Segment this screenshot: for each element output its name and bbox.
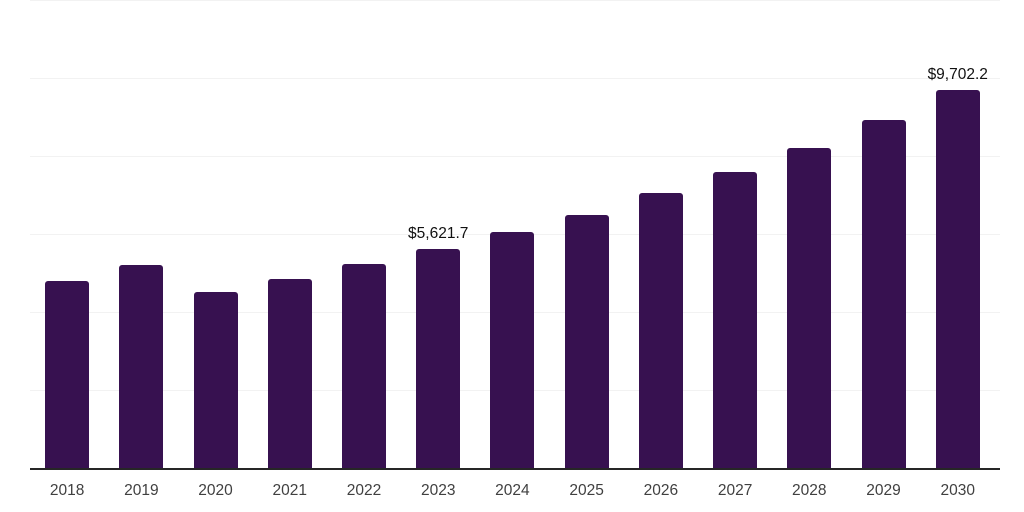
bar-slot-2027 [698,0,772,468]
x-tick-label-2022: 2022 [346,482,382,499]
bar-2026[interactable] [638,193,683,468]
x-axis-line [30,468,1000,470]
x-tick-label-2024: 2024 [495,482,530,499]
x-tick-label-2030: 2030 [940,482,975,499]
bar-slot-2021 [253,0,327,468]
x-tick-label-2019: 2019 [124,482,159,499]
x-tick-label-2029: 2029 [866,482,901,499]
bar-slot-2024 [475,0,549,468]
bar-slot-2022 [327,0,401,468]
x-tick-label-2021: 2021 [272,482,307,499]
bar-2020[interactable] [193,292,238,468]
bar-slot-2028 [772,0,846,468]
bar-2022[interactable] [341,264,386,468]
bar-2029[interactable] [861,120,906,468]
bar-slot-2023: $5,621.7 [401,0,475,468]
bar-2023[interactable] [416,249,461,468]
bar-slot-2026 [624,0,698,468]
x-tick-label-2020: 2020 [198,482,233,499]
bar-value-label-2030: $9,702.2 [927,65,988,83]
x-tick-label-2018: 2018 [49,482,85,499]
bar-slot-2019 [104,0,178,468]
bar-2024[interactable] [490,232,535,468]
bar-2019[interactable] [119,265,164,468]
bar-2018[interactable] [45,281,90,468]
bar-slot-2029 [846,0,920,468]
bar-slot-2025 [550,0,624,468]
bar-2021[interactable] [267,279,312,468]
x-tick-label-2025: 2025 [569,482,604,499]
bar-slot-2030: $9,702.2 [921,0,995,468]
x-tick-label-2026: 2026 [643,482,679,499]
x-axis-labels: 2018 2019 2020 2021 2022 2023 2024 2025 2026 2027… [30,482,995,500]
bar-2025[interactable] [564,215,609,468]
bar-slot-2018 [30,0,104,468]
x-tick-label-2023: 2023 [420,482,456,499]
plot-area: $5,621.7 $9,702.2 [30,0,1000,470]
bars: $5,621.7 $9,702.2 [30,0,995,468]
x-tick-label-2028: 2028 [792,482,827,499]
gridline [30,156,1000,157]
gridline [30,0,1000,1]
x-tick-label-2027: 2027 [717,482,753,499]
bar-2028[interactable] [787,148,832,468]
bar-2027[interactable] [713,172,758,468]
bar-slot-2020 [178,0,252,468]
gridline [30,78,1000,79]
bar-2030[interactable] [935,90,980,468]
bar-value-label-2023: $5,621.7 [408,224,469,242]
